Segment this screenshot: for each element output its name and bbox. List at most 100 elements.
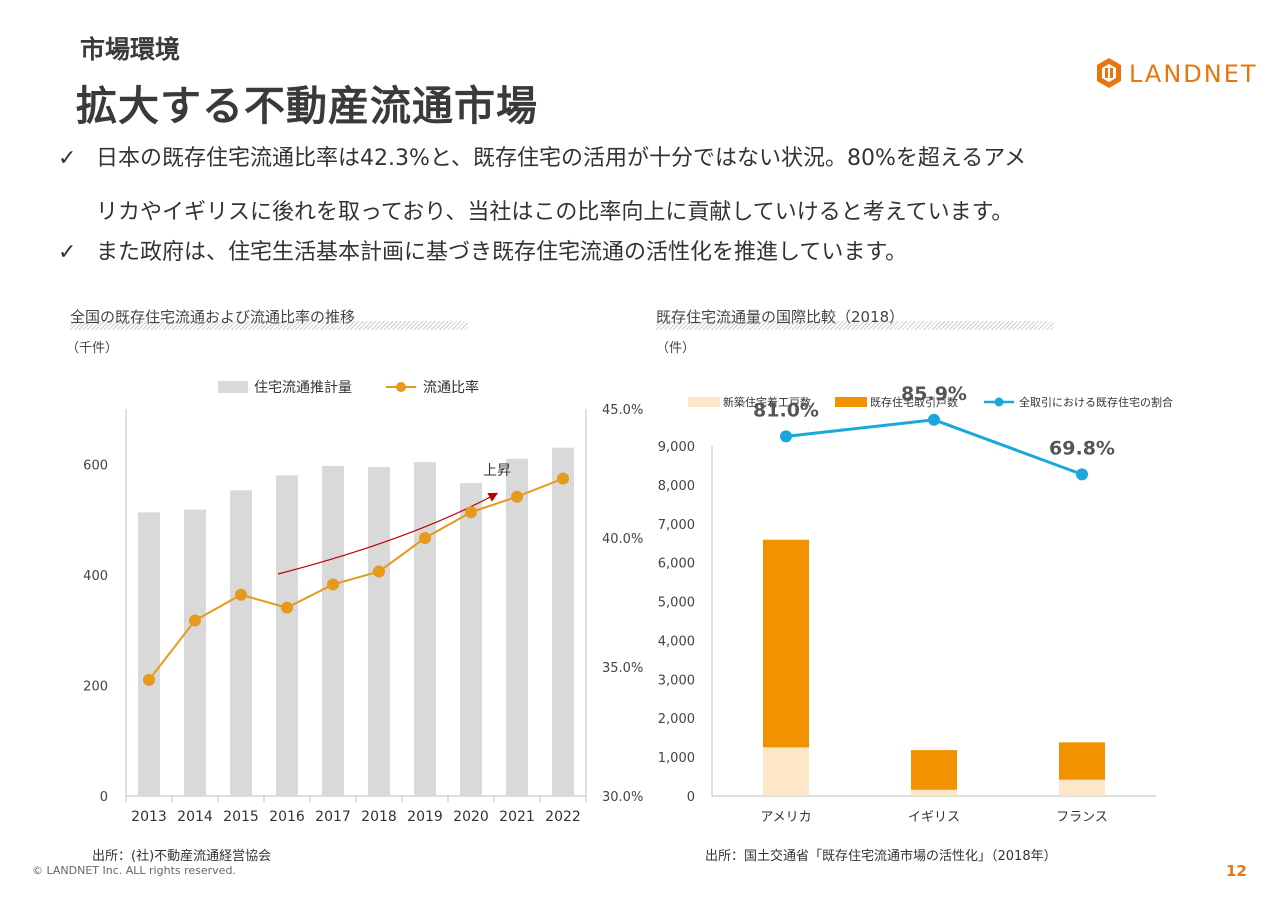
- ratio-point-2016: [281, 601, 293, 614]
- ratio-point-2021: [511, 490, 523, 503]
- right-chart-title: 既存住宅流通量の国際比較（2018）: [656, 308, 905, 326]
- y2-tick-label: 35.0%: [602, 661, 643, 676]
- legend-swatch-new-build: [688, 397, 720, 407]
- legend-swatch-bar: [218, 381, 248, 393]
- x-tick-label: 2020: [453, 809, 489, 825]
- legend-swatch-existing: [835, 397, 867, 407]
- y2-tick-label: 45.0%: [602, 403, 643, 418]
- x-tick-label: 2019: [407, 809, 443, 825]
- ratio-point-2022: [557, 472, 569, 485]
- bullet-1: ✓ 日本の既存住宅流通比率は42.3%と、既存住宅の活用が十分ではない状況。80%…: [58, 148, 1026, 170]
- rc-y-tick-label: 9,000: [658, 440, 695, 455]
- legend-label-existing: 既存住宅取引戸数: [870, 395, 958, 409]
- share-label-アメリカ: 81.0%: [753, 399, 819, 421]
- landnet-logo: LANDNET: [1095, 56, 1260, 90]
- x-tick-label: 2021: [499, 809, 535, 825]
- y-tick-label: 0: [100, 790, 108, 805]
- rc-y-tick-label: 1,000: [658, 751, 695, 766]
- ratio-point-2020: [465, 506, 477, 519]
- left-chart-unit: （千件）: [66, 341, 119, 356]
- x-tick-label: 2015: [223, 809, 259, 825]
- share-label-フランス: 69.8%: [1049, 437, 1115, 459]
- legend-label-share: 全取引における既存住宅の割合: [1019, 395, 1173, 409]
- share-label-イギリス: 85.9%: [901, 383, 967, 405]
- y2-tick-label: 40.0%: [602, 532, 643, 547]
- bar-2014: [184, 509, 206, 796]
- bar-2022: [552, 447, 574, 796]
- ratio-point-2018: [373, 565, 385, 578]
- bar-2013: [138, 512, 160, 796]
- section-subtitle: 市場環境: [80, 35, 181, 64]
- x-tick-label: 2018: [361, 809, 397, 825]
- y2-tick-label: 30.0%: [602, 790, 643, 805]
- ratio-point-2019: [419, 532, 431, 544]
- bar-2017: [322, 465, 344, 796]
- ratio-point-2013: [143, 673, 155, 686]
- x-tick-label: 2014: [177, 809, 213, 825]
- left-chart-title: 全国の既存住宅流通および流通比率の推移: [70, 308, 356, 326]
- source-right: 出所：国土交通省「既存住宅流通市場の活性化」（2018年）: [705, 849, 1057, 864]
- rc-x-tick-label: イギリス: [908, 810, 960, 825]
- legend-label-bar: 住宅流通推計量: [254, 380, 352, 396]
- bar-2015: [230, 490, 252, 796]
- bar-2020: [460, 483, 482, 796]
- ratio-point-2014: [189, 614, 201, 627]
- share-point-イギリス: [928, 413, 940, 426]
- left-chart-legend: 住宅流通推計量 流通比率: [218, 379, 479, 396]
- rc-x-tick-label: フランス: [1056, 810, 1108, 825]
- logo-mark-icon: LANDNET: [1097, 58, 1258, 88]
- rc-y-tick-label: 0: [687, 790, 695, 805]
- bullet-1-line-1: 日本の既存住宅流通比率は42.3%と、既存住宅の活用が十分ではない状況。80%を…: [96, 146, 1027, 171]
- y-tick-label: 400: [83, 569, 108, 584]
- rc-y-tick-label: 8,000: [658, 479, 695, 494]
- bullet-1-line-2: リカやイギリスに後れを取っており、当社はこの比率向上に貢献していけると考えていま…: [96, 200, 1014, 225]
- left-combo-chart: 住宅流通推計量 流通比率 0 200 400 600 30.0% 35.0% 40.0% 4…: [83, 379, 643, 825]
- bar-existing-イギリス: [911, 750, 957, 790]
- bullet-2: ✓ また政府は、住宅生活基本計画に基づき既存住宅流通の活性化を推進しています。: [58, 242, 907, 264]
- rc-y-tick-label: 6,000: [658, 557, 695, 572]
- rc-y-tick-label: 2,000: [658, 712, 695, 727]
- bar-new-build-イギリス: [911, 789, 957, 796]
- rc-y-tick-label: 4,000: [658, 634, 695, 649]
- x-tick-label: 2016: [269, 809, 305, 825]
- bar-2018: [368, 467, 390, 796]
- legend-label-new-build: 新築住宅着工戸数: [723, 395, 811, 409]
- rc-y-tick-label: 5,000: [658, 596, 695, 611]
- share-point-アメリカ: [780, 430, 792, 443]
- share-line: [785, 418, 1083, 476]
- copyright: © LANDNET Inc. ALL rights reserved.: [32, 864, 236, 877]
- x-tick-label: 2022: [545, 809, 581, 825]
- legend-swatch-marker: [396, 382, 406, 392]
- bar-new-build-アメリカ: [763, 747, 809, 796]
- check-icon: ✓: [58, 240, 77, 265]
- page-number: 12: [1226, 862, 1247, 880]
- page-title: 拡大する不動産流通市場: [76, 82, 538, 130]
- ratio-line: [148, 477, 564, 681]
- trend-annotation: 上昇: [483, 463, 511, 479]
- right-title-hatch: [656, 321, 1054, 330]
- x-tick-label: 2017: [315, 809, 351, 825]
- right-stacked-chart: 新築住宅着工戸数 既存住宅取引戸数 全取引における既存住宅の割合 0 1,000 2…: [658, 383, 1173, 825]
- right-chart-legend: 新築住宅着工戸数 既存住宅取引戸数 全取引における既存住宅の割合: [688, 395, 1173, 409]
- rc-y-tick-label: 3,000: [658, 673, 695, 688]
- y-tick-label: 600: [83, 458, 108, 473]
- y-tick-label: 200: [83, 679, 108, 694]
- rc-y-tick-label: 7,000: [658, 518, 695, 533]
- bullet-2-line-1: また政府は、住宅生活基本計画に基づき既存住宅流通の活性化を推進しています。: [96, 240, 908, 265]
- rc-x-tick-label: アメリカ: [760, 810, 811, 825]
- share-point-フランス: [1076, 468, 1088, 481]
- source-left: 出所：(社)不動産流通経営協会: [92, 849, 272, 864]
- upward-trend-arrow: [277, 492, 499, 575]
- legend-label-line: 流通比率: [423, 379, 479, 396]
- check-icon: ✓: [58, 146, 77, 171]
- ratio-point-2017: [327, 578, 339, 591]
- x-tick-label: 2013: [131, 809, 167, 825]
- logo-text: LANDNET: [1129, 60, 1258, 88]
- bar-2021: [506, 458, 528, 796]
- left-title-hatch: [70, 321, 468, 330]
- ratio-point-2015: [235, 588, 247, 601]
- bar-2019: [414, 462, 436, 796]
- bar-existing-アメリカ: [763, 539, 809, 748]
- right-chart-unit: （件）: [656, 341, 696, 356]
- legend-swatch-share-marker: [994, 397, 1004, 407]
